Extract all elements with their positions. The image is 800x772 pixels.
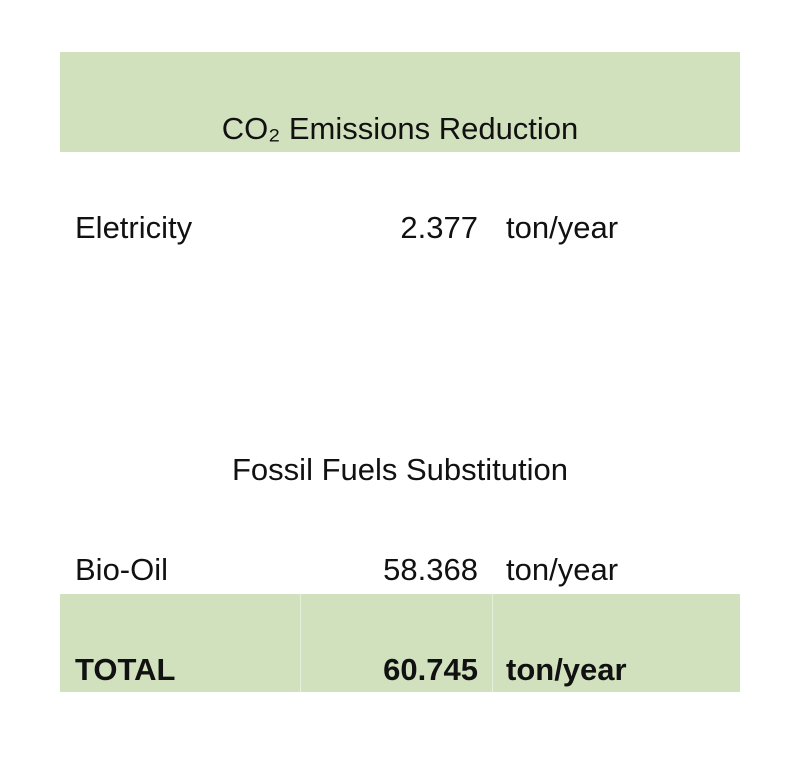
cell-divider	[300, 594, 301, 692]
table-title: CO₂ Emissions Reduction	[221, 111, 579, 146]
total-value: 60.745	[383, 652, 478, 687]
total-label: TOTAL	[75, 652, 176, 687]
row-value: 58.368	[383, 552, 478, 587]
row-label: Bio-Oil	[75, 552, 169, 587]
cell-divider	[492, 594, 493, 692]
section-heading: Fossil Fuels Substitution	[232, 452, 568, 487]
row-unit: ton/year	[506, 210, 619, 245]
row-label: Eletricity	[75, 210, 193, 245]
total-unit: ton/year	[506, 652, 627, 687]
row-unit: ton/year	[506, 552, 619, 587]
total-band	[60, 594, 740, 692]
row-value: 2.377	[400, 210, 478, 245]
header-band	[60, 52, 740, 152]
